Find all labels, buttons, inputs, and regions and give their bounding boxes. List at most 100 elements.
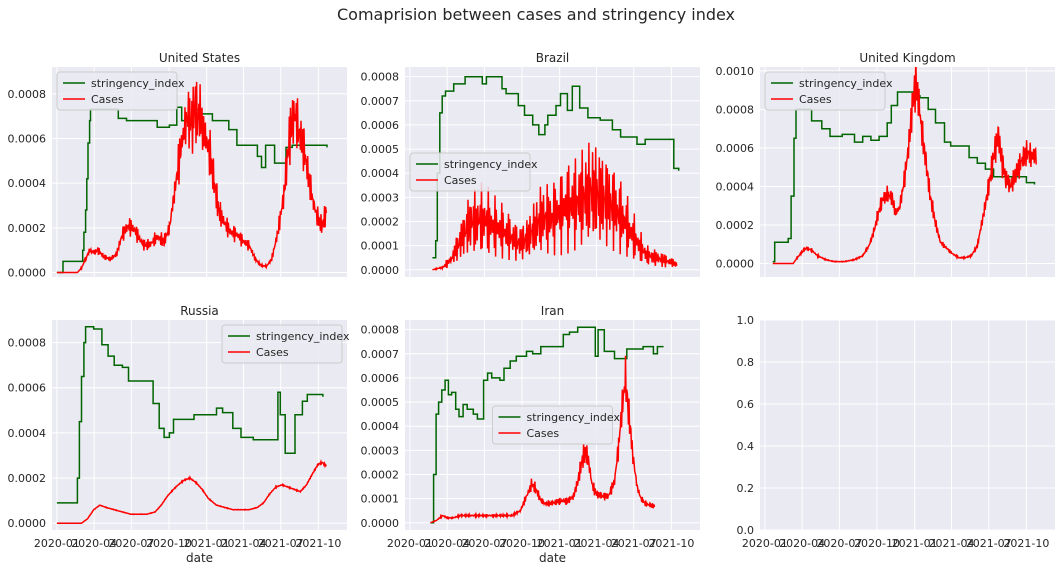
y-tick-label: 0.0000 xyxy=(716,258,755,271)
legend-box xyxy=(764,71,886,111)
y-tick-label: 0.0002 xyxy=(8,222,47,235)
figure-suptitle: Comaprision between cases and stringency… xyxy=(336,5,736,24)
x-tick-label: 2021-01 xyxy=(537,537,583,550)
x-tick-label: 2021-04 xyxy=(573,537,619,550)
subplot-title: Iran xyxy=(541,304,564,318)
y-tick-label: 0.0006 xyxy=(8,132,47,145)
x-tick-label: 2020-07 xyxy=(108,537,154,550)
series-line-cases xyxy=(56,81,328,274)
legend-box xyxy=(492,405,613,445)
subplot-title: United States xyxy=(159,51,240,65)
y-tick-label: 0.0001 xyxy=(361,240,400,253)
series-line-stringency-index xyxy=(432,75,680,259)
y-tick-label: 0.0 xyxy=(737,524,755,537)
subplot-2: 0.0000 0.0001 0.0002 0.0003 0.0004 0.0005 0.00… xyxy=(361,51,700,277)
y-tick-label: 0.0000 xyxy=(8,517,47,530)
subplot-1: 0.0000 0.0002 0.0004 0.0006 0.0008 United Sta… xyxy=(8,51,347,280)
legend-label: stringency_index xyxy=(444,158,538,171)
series-line-stringency-index xyxy=(430,326,664,524)
y-tick-label: 0.0001 xyxy=(361,493,400,506)
y-tick-label: 0.0008 xyxy=(8,88,47,101)
legend-label: stringency_index xyxy=(256,330,350,343)
y-tick-label: 0.0004 xyxy=(361,167,400,180)
series-line-stringency-index xyxy=(56,326,324,504)
x-tick-label: 2021-01 xyxy=(184,537,230,550)
x-axis-label: date xyxy=(539,551,566,565)
legend: stringency_index Cases xyxy=(764,71,893,111)
y-tick-label: 0.0000 xyxy=(8,267,47,280)
y-tick-label: 0.0003 xyxy=(361,444,400,457)
x-tick-label: 2021-10 xyxy=(295,537,341,550)
y-tick-label: 0.0008 xyxy=(716,103,755,116)
legend-box xyxy=(409,152,531,192)
x-tick-label: 2021-07 xyxy=(611,537,657,550)
y-tick-label: 0.0004 xyxy=(716,180,755,193)
y-tick-label: 0.0007 xyxy=(361,348,400,361)
x-tick-label: 2020-04 xyxy=(779,537,825,550)
legend-label: Cases xyxy=(444,174,477,187)
y-tick-label: 0.0005 xyxy=(361,143,400,156)
plot-background xyxy=(760,320,1055,530)
x-tick-label: 2021-04 xyxy=(220,537,266,550)
y-tick-label: 0.0002 xyxy=(361,215,400,228)
x-tick-label: 2020-07 xyxy=(816,537,862,550)
legend: stringency_index Cases xyxy=(56,71,185,111)
subplot-5: 0.0000 0.0001 0.0002 0.0003 0.0004 0.0005 0.00… xyxy=(361,304,700,565)
series-line-stringency-index xyxy=(772,91,1036,263)
y-tick-label: 0.0010 xyxy=(716,65,755,78)
x-tick-label: 2020-04 xyxy=(424,537,470,550)
x-tick-label: 2020-04 xyxy=(71,537,117,550)
y-tick-label: 0.0007 xyxy=(361,95,400,108)
subplot-4: 0.00000.00020.00040.00060.00082020-01202… xyxy=(8,304,350,565)
y-tick-label: 0.4 xyxy=(737,440,755,453)
legend-label: stringency_index xyxy=(799,77,893,90)
x-tick-label: 2021-10 xyxy=(648,537,694,550)
legend-box xyxy=(221,324,343,364)
legend-label: stringency_index xyxy=(91,77,185,90)
y-tick-label: 0.2 xyxy=(737,482,755,495)
subplot-title: Russia xyxy=(180,304,219,318)
x-tick-label: 2020-01 xyxy=(742,537,788,550)
y-tick-label: 0.0008 xyxy=(361,71,400,84)
legend: stringency_index Cases xyxy=(492,405,621,445)
legend-label: Cases xyxy=(527,427,560,440)
x-tick-label: 2020-01 xyxy=(387,537,433,550)
series-line-cases xyxy=(56,459,327,524)
legend: stringency_index Cases xyxy=(221,324,350,364)
x-tick-label: 2021-07 xyxy=(258,537,304,550)
x-tick-label: 2021-07 xyxy=(966,537,1012,550)
x-tick-label: 2020-10 xyxy=(146,537,192,550)
x-tick-label: 2021-10 xyxy=(1003,537,1049,550)
legend-box xyxy=(56,71,178,111)
y-tick-label: 0.0004 xyxy=(8,177,47,190)
y-tick-label: 0.0005 xyxy=(361,396,400,409)
y-tick-label: 0.8 xyxy=(737,356,755,369)
legend-label: Cases xyxy=(256,346,289,359)
subplot-title: United Kingdom xyxy=(859,51,955,65)
y-tick-label: 0.0006 xyxy=(361,119,400,132)
series-line-cases xyxy=(432,142,678,271)
y-tick-label: 0.0006 xyxy=(8,382,47,395)
subplot-6: 0.00.20.40.60.81.02020-012020-042020-072… xyxy=(737,314,1055,550)
y-tick-label: 0.0006 xyxy=(716,142,755,155)
y-tick-label: 0.0004 xyxy=(8,427,47,440)
legend-label: Cases xyxy=(91,93,124,106)
legend-label: stringency_index xyxy=(527,411,621,424)
y-tick-label: 0.0003 xyxy=(361,191,400,204)
y-tick-label: 0.0002 xyxy=(8,472,47,485)
y-tick-label: 0.0002 xyxy=(361,468,400,481)
y-tick-label: 0.0000 xyxy=(361,517,400,530)
legend: stringency_index Cases xyxy=(409,152,538,192)
y-tick-label: 0.6 xyxy=(737,398,755,411)
series-line-stringency-index xyxy=(56,106,328,274)
y-tick-label: 0.0008 xyxy=(361,324,400,337)
y-tick-label: 0.0004 xyxy=(361,420,400,433)
x-tick-label: 2020-10 xyxy=(854,537,900,550)
series-line-cases xyxy=(772,67,1037,265)
y-tick-label: 0.0000 xyxy=(361,264,400,277)
x-tick-label: 2020-01 xyxy=(34,537,80,550)
x-tick-label: 2020-07 xyxy=(461,537,507,550)
x-axis-label: date xyxy=(186,551,213,565)
legend-label: Cases xyxy=(799,93,832,106)
